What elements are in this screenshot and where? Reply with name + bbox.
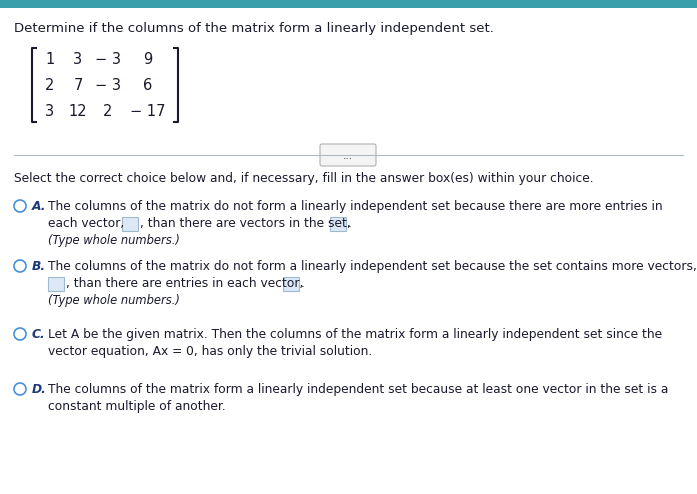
Text: 7: 7 <box>73 78 83 93</box>
Text: 2: 2 <box>103 104 113 119</box>
Text: − 3: − 3 <box>95 52 121 67</box>
FancyBboxPatch shape <box>48 277 64 291</box>
Text: 12: 12 <box>69 104 87 119</box>
Text: Select the correct choice below and, if necessary, fill in the answer box(es) wi: Select the correct choice below and, if … <box>14 172 594 185</box>
Text: The columns of the matrix do not form a linearly independent set because the set: The columns of the matrix do not form a … <box>48 260 697 273</box>
Text: , than there are entries in each vector,: , than there are entries in each vector, <box>66 277 303 290</box>
Text: − 3: − 3 <box>95 78 121 93</box>
FancyBboxPatch shape <box>122 217 138 231</box>
Text: − 17: − 17 <box>130 104 166 119</box>
Text: Determine if the columns of the matrix form a linearly independent set.: Determine if the columns of the matrix f… <box>14 22 494 35</box>
Text: A.: A. <box>32 200 47 213</box>
Text: .: . <box>301 277 305 290</box>
FancyBboxPatch shape <box>283 277 299 291</box>
Text: (Type whole numbers.): (Type whole numbers.) <box>48 234 180 247</box>
Text: 3: 3 <box>73 52 82 67</box>
Text: .: . <box>348 217 352 230</box>
Text: 6: 6 <box>144 78 153 93</box>
Text: 1: 1 <box>45 52 54 67</box>
Text: 3: 3 <box>45 104 54 119</box>
FancyBboxPatch shape <box>320 144 376 166</box>
Text: vector equation, Ax = 0, has only the trivial solution.: vector equation, Ax = 0, has only the tr… <box>48 345 372 358</box>
Text: ...: ... <box>343 151 353 161</box>
Text: 2: 2 <box>45 78 54 93</box>
Text: (Type whole numbers.): (Type whole numbers.) <box>48 294 180 307</box>
Text: each vector,: each vector, <box>48 217 124 230</box>
Text: Let A be the given matrix. Then the columns of the matrix form a linearly indepe: Let A be the given matrix. Then the colu… <box>48 328 662 341</box>
Text: D.: D. <box>32 383 47 396</box>
Text: B.: B. <box>32 260 46 273</box>
Text: , than there are vectors in the set,: , than there are vectors in the set, <box>140 217 351 230</box>
FancyBboxPatch shape <box>330 217 346 231</box>
Text: C.: C. <box>32 328 45 341</box>
Text: 9: 9 <box>144 52 153 67</box>
Bar <box>0 0 697 8</box>
Text: The columns of the matrix form a linearly independent set because at least one v: The columns of the matrix form a linearl… <box>48 383 668 396</box>
Text: constant multiple of another.: constant multiple of another. <box>48 400 226 413</box>
Text: The columns of the matrix do not form a linearly independent set because there a: The columns of the matrix do not form a … <box>48 200 663 213</box>
